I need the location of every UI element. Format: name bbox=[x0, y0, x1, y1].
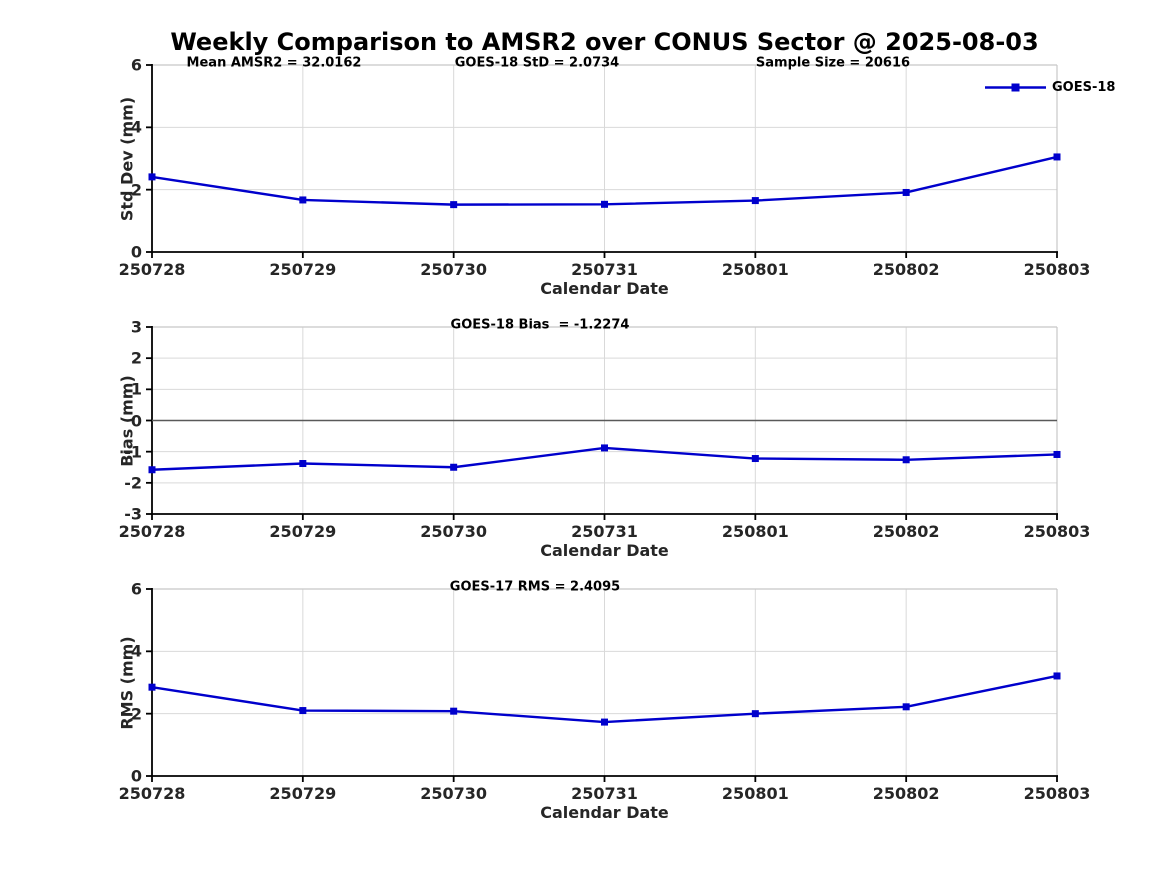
y-tick-label: 2 bbox=[130, 348, 142, 368]
bias-chart-marker bbox=[751, 455, 759, 463]
rms-chart-marker bbox=[751, 710, 759, 718]
y-tick-label: -3 bbox=[124, 504, 142, 524]
chart-annotation: GOES-18 StD = 2.0734 bbox=[454, 55, 620, 71]
axis-xlabel: Calendar Date bbox=[540, 279, 669, 298]
bias-chart-marker bbox=[450, 463, 458, 471]
bias-chart-marker bbox=[1053, 450, 1061, 458]
y-tick-label: 0 bbox=[130, 766, 142, 786]
x-tick-label: 250729 bbox=[269, 522, 337, 541]
chart-annotation: GOES-18 Bias = -1.2274 bbox=[450, 317, 630, 333]
x-tick-label: 250729 bbox=[269, 260, 337, 279]
chart-title: Weekly Comparison to AMSR2 over CONUS Se… bbox=[170, 28, 1039, 56]
x-tick-label: 250731 bbox=[571, 784, 638, 803]
bias-chart-marker bbox=[299, 460, 307, 468]
x-tick-label: 250802 bbox=[872, 522, 940, 541]
y-tick-label: 3 bbox=[130, 317, 142, 337]
y-tick-label: 6 bbox=[130, 579, 142, 599]
y-tick-label: 0 bbox=[130, 411, 142, 430]
std-dev-chart-marker bbox=[601, 200, 608, 208]
x-tick-label: 250801 bbox=[721, 522, 789, 541]
axis-xlabel: Calendar Date bbox=[540, 541, 669, 560]
x-tick-label: 250728 bbox=[118, 260, 186, 279]
chart-annotation: GOES-17 RMS = 2.4095 bbox=[449, 579, 621, 595]
x-tick-label: 250731 bbox=[571, 260, 638, 279]
y-tick-label: 2 bbox=[130, 180, 142, 200]
x-tick-label: 250730 bbox=[420, 260, 488, 279]
std-dev-chart-marker bbox=[148, 173, 156, 181]
x-tick-label: 250730 bbox=[420, 522, 488, 541]
rms-chart-marker bbox=[299, 707, 307, 715]
rms-chart-marker bbox=[601, 718, 608, 726]
rms-chart-marker bbox=[902, 703, 910, 711]
x-tick-label: 250729 bbox=[269, 784, 337, 803]
x-tick-label: 250801 bbox=[721, 784, 789, 803]
x-tick-label: 250802 bbox=[872, 260, 940, 279]
std-dev-chart-marker bbox=[751, 197, 759, 205]
axis-ylabel: Bias (mm) bbox=[117, 374, 137, 467]
rms-chart-marker bbox=[1053, 672, 1061, 680]
rms-chart-marker bbox=[450, 707, 458, 715]
y-tick-label: 2 bbox=[130, 704, 142, 724]
axis-xlabel: Calendar Date bbox=[540, 803, 669, 822]
y-tick-label: 1 bbox=[130, 379, 142, 399]
x-tick-label: 250803 bbox=[1023, 260, 1091, 279]
bias-chart-marker bbox=[148, 466, 156, 474]
y-tick-label: -2 bbox=[124, 473, 142, 493]
axis-ylabel: RMS (mm) bbox=[117, 635, 137, 730]
axis-ylabel: Std Dev (mm) bbox=[117, 96, 137, 221]
chart-annotation: Sample Size = 20616 bbox=[755, 55, 911, 71]
x-tick-label: 250803 bbox=[1023, 784, 1091, 803]
y-tick-label: 4 bbox=[130, 117, 142, 137]
legend-marker bbox=[1011, 83, 1020, 92]
std-dev-chart-marker bbox=[450, 201, 458, 209]
rms-chart-marker bbox=[148, 683, 156, 691]
x-tick-label: 250801 bbox=[721, 260, 789, 279]
std-dev-chart-marker bbox=[299, 196, 307, 204]
x-tick-label: 250730 bbox=[420, 784, 488, 803]
y-tick-label: 4 bbox=[130, 641, 142, 661]
legend-series-label: GOES-18 bbox=[1052, 80, 1116, 95]
x-tick-label: 250728 bbox=[118, 522, 186, 541]
std-dev-chart-marker bbox=[902, 188, 910, 196]
x-tick-label: 250803 bbox=[1023, 522, 1091, 541]
bias-chart-marker bbox=[902, 456, 910, 464]
bias-chart-marker bbox=[601, 444, 608, 452]
x-tick-label: 250728 bbox=[118, 784, 186, 803]
y-tick-label: -1 bbox=[124, 442, 142, 462]
y-tick-label: 6 bbox=[130, 55, 142, 75]
y-tick-label: 0 bbox=[130, 242, 142, 262]
x-tick-label: 250731 bbox=[571, 522, 638, 541]
std-dev-chart-marker bbox=[1053, 153, 1061, 161]
chart-annotation: Mean AMSR2 = 32.0162 bbox=[186, 55, 362, 71]
x-tick-label: 250802 bbox=[872, 784, 940, 803]
